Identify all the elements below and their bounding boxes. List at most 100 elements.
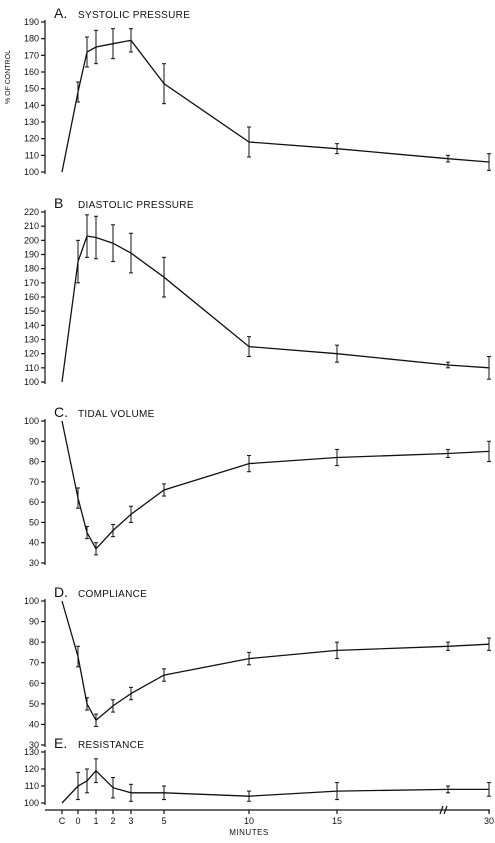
error-bar [76, 239, 80, 284]
error-bar [94, 215, 98, 260]
error-bar [247, 454, 251, 473]
error-bar [247, 790, 251, 802]
y-tick-label: 60 [29, 497, 39, 507]
y-tick-label: 50 [29, 699, 39, 709]
x-tick-label: 15 [332, 816, 342, 826]
error-bar [487, 637, 491, 651]
error-bar [85, 214, 89, 258]
y-tick-label: 150 [24, 84, 39, 94]
error-bar [162, 785, 166, 801]
error-bar [111, 28, 115, 60]
y-tick-label: 40 [29, 719, 39, 729]
panel-0: 100 110 120 130 140 150 160 170 180 190 A. SYSTOLIC… [5, 5, 491, 177]
y-tick-label: 80 [29, 457, 39, 467]
error-bar [129, 28, 133, 53]
y-tick-label: 90 [29, 436, 39, 446]
error-bar [111, 699, 115, 713]
y-tick-label: 100 [24, 377, 39, 387]
panel-letter: E. [54, 735, 67, 751]
error-bar [162, 63, 166, 105]
y-tick-label: 100 [24, 798, 39, 808]
series-line [61, 235, 490, 383]
error-bar [85, 36, 89, 68]
series-line [61, 600, 490, 722]
error-bar [487, 356, 491, 380]
y-tick-label: 50 [29, 517, 39, 527]
y-tick-label: 30 [29, 740, 39, 750]
y-tick-label: 70 [29, 477, 39, 487]
error-bar [85, 768, 89, 794]
y-tick-label: 110 [25, 781, 39, 791]
y-tick-label: 120 [24, 134, 39, 144]
error-bar [335, 143, 339, 155]
y-tick-label: 120 [24, 764, 39, 774]
y-tick-label: 70 [29, 658, 39, 668]
error-bar [85, 525, 89, 540]
y-tick-label: 100 [24, 596, 39, 606]
panel-letter: D. [54, 584, 68, 600]
y-tick-label: 60 [29, 678, 39, 688]
x-tick-label: 10 [244, 816, 254, 826]
panel-1: 100 110 120 130 140 150 160 170 180 190 200 210 220 B… [24, 195, 491, 387]
error-bar [446, 154, 450, 163]
error-bar [446, 361, 450, 369]
error-bar [129, 686, 133, 701]
error-bar [487, 440, 491, 463]
y-tick-label: 160 [24, 292, 39, 302]
y-tick-label: 90 [29, 617, 39, 627]
y-tick-label: 210 [24, 221, 39, 231]
y-tick-label: 100 [24, 416, 39, 426]
error-bar [487, 153, 491, 171]
y-tick-label: 140 [24, 100, 39, 110]
y-tick-label: 130 [24, 747, 39, 757]
y-tick-label: 120 [24, 349, 39, 359]
panel-title: DIASTOLIC PRESSURE [78, 200, 194, 211]
y-tick-label: 190 [24, 17, 39, 27]
error-bar [162, 483, 166, 497]
error-bar [162, 668, 166, 682]
panel-letter: B [54, 195, 63, 211]
error-bar [487, 782, 491, 797]
y-tick-label: 170 [24, 278, 39, 288]
y-tick-label: 140 [24, 320, 39, 330]
panel-title: COMPLIANCE [78, 589, 147, 600]
axis-break-mark [443, 805, 448, 815]
error-bar [111, 777, 115, 799]
error-bar [85, 697, 89, 711]
error-bar [446, 448, 450, 459]
error-bar [335, 641, 339, 660]
error-bar [76, 81, 80, 103]
error-bar [335, 448, 339, 467]
error-bar [129, 505, 133, 523]
y-tick-label: 160 [24, 67, 39, 77]
y-tick-label: 100 [24, 167, 39, 177]
error-bar [111, 523, 115, 538]
x-tick-label: 30 [484, 816, 494, 826]
error-bar [129, 783, 133, 802]
panel-3: 30 40 50 60 70 80 90 100 D. COMPLIANCE [24, 584, 491, 750]
y-tick-label: 130 [24, 117, 39, 127]
error-bar [335, 344, 339, 363]
error-bar [94, 758, 98, 784]
y-tick-label: 180 [24, 34, 39, 44]
error-bar [335, 782, 339, 801]
y-tick-label: 150 [24, 306, 39, 316]
x-tick-label: 3 [128, 816, 133, 826]
error-bar [76, 771, 80, 801]
axis-break-mark [439, 805, 444, 815]
panel-letter: A. [54, 5, 67, 21]
error-bar [446, 785, 450, 794]
y-tick-label: 190 [24, 250, 39, 260]
x-tick-label: 2 [110, 816, 115, 826]
y-tick-label: 180 [24, 264, 39, 274]
y-tick-label: 130 [24, 335, 39, 345]
x-axis: C 0 1 2 3 5 10 15 30 [45, 805, 494, 826]
x-axis-label: MINUTES [229, 828, 269, 837]
series-line [61, 769, 489, 804]
y-tick-label: 30 [29, 558, 39, 568]
series-line [61, 39, 490, 173]
y-tick-label: 170 [24, 50, 39, 60]
error-bar [247, 336, 251, 357]
panel-title: TIDAL VOLUME [78, 409, 155, 420]
